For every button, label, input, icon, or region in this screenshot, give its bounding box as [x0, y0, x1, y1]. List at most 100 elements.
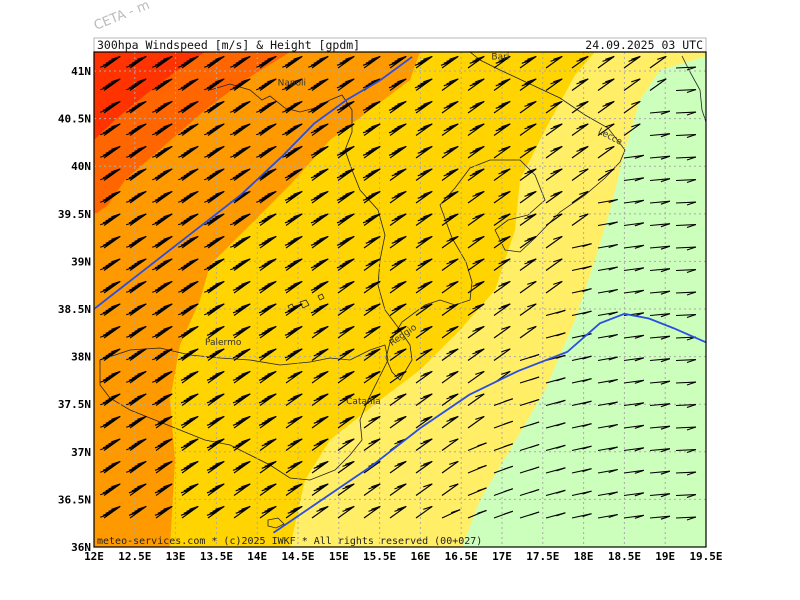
wind-barb	[285, 460, 303, 474]
wind-barb	[337, 438, 355, 451]
wind-barb	[204, 235, 225, 249]
wind-barb	[545, 190, 563, 204]
wind-barb	[415, 213, 433, 226]
wind-barb	[441, 78, 459, 91]
wind-barb	[180, 370, 199, 384]
wind-barb	[467, 325, 485, 339]
wind-barb	[256, 145, 277, 159]
wind-barb	[284, 190, 303, 204]
wind-barb	[441, 123, 459, 136]
wind-barb	[597, 446, 618, 452]
wind-barb	[493, 123, 511, 136]
wind-barb	[545, 145, 563, 159]
height-contour-line	[272, 312, 706, 534]
wind-barb	[467, 415, 485, 429]
wind-barb	[230, 258, 251, 271]
wind-barb	[623, 424, 644, 429]
wind-barb	[519, 235, 537, 249]
zone-very-high	[94, 52, 205, 140]
wind-barb	[310, 123, 329, 136]
wind-barb	[623, 177, 644, 182]
x-tick-label: 16E	[410, 550, 430, 563]
wind-barb	[571, 355, 592, 362]
wind-barb	[675, 426, 697, 431]
wind-barb	[256, 55, 277, 69]
wind-barb	[389, 168, 407, 181]
wind-barb	[623, 289, 644, 294]
wind-barb	[310, 258, 329, 271]
wind-barb	[415, 393, 433, 406]
wind-barb	[206, 415, 225, 429]
wind-barb	[311, 460, 329, 474]
wind-barb	[441, 258, 459, 271]
wind-barb	[675, 516, 697, 521]
wind-barb	[675, 223, 697, 229]
x-tick-label: 12E	[84, 550, 104, 563]
wind-barb	[467, 168, 485, 181]
wind-barb	[154, 415, 173, 429]
wind-barb	[126, 190, 147, 204]
wind-barb	[441, 438, 459, 451]
wind-barb	[441, 213, 459, 226]
wind-barb	[415, 145, 433, 159]
wind-barb	[100, 235, 121, 249]
wind-barb	[623, 334, 644, 339]
x-tick-label: 14.5E	[281, 550, 314, 563]
wind-barb	[414, 100, 433, 114]
city-label: Napoli	[278, 78, 306, 88]
wind-barb	[389, 393, 407, 406]
wind-barb	[415, 280, 433, 294]
wind-barb	[649, 268, 671, 273]
wind-barb	[230, 213, 251, 226]
wind-barb	[415, 370, 433, 384]
wind-barb	[571, 288, 592, 294]
wind-barb	[180, 460, 199, 474]
height-contour-line	[94, 56, 413, 310]
wind-barb	[336, 145, 355, 159]
wind-barb	[597, 423, 618, 429]
wind-barb	[233, 483, 251, 496]
wind-barb	[415, 438, 433, 451]
wind-barb	[154, 505, 173, 519]
wind-barb	[441, 190, 459, 204]
wind-barb	[545, 377, 566, 384]
wind-barb	[493, 235, 511, 249]
wind-barb	[285, 393, 303, 406]
wind-barb	[675, 246, 697, 251]
albania-greece-coast	[681, 55, 706, 123]
wind-barb	[649, 290, 671, 295]
wind-barb	[493, 145, 511, 159]
wind-barb	[389, 213, 407, 226]
wind-barb	[363, 393, 381, 406]
wind-barb	[310, 145, 329, 159]
wind-barb	[100, 55, 121, 69]
wind-barb	[519, 353, 540, 362]
y-tick-label: 39.5N	[58, 208, 91, 221]
wind-barb	[493, 303, 511, 316]
wind-barb	[519, 488, 540, 497]
wind-barb	[545, 399, 566, 407]
wind-barb	[649, 55, 667, 69]
wind-barb	[100, 415, 121, 429]
wind-barb	[441, 393, 459, 406]
wind-barb	[597, 221, 618, 227]
wind-barb	[493, 420, 513, 429]
wind-barb	[571, 100, 589, 114]
wind-barb	[441, 168, 459, 181]
wind-barb	[649, 223, 671, 228]
wind-barb	[204, 258, 225, 271]
wind-barb	[649, 470, 671, 475]
wind-barb	[152, 100, 173, 114]
wind-barb	[597, 145, 615, 159]
wind-barb	[675, 201, 697, 206]
wind-barb	[675, 133, 697, 139]
wind-barb	[649, 245, 671, 250]
wind-barb	[467, 348, 485, 361]
x-tick-label: 12.5E	[118, 550, 151, 563]
wind-barb	[285, 438, 303, 451]
wind-barb	[493, 510, 513, 519]
wind-barb	[519, 511, 540, 519]
wind-barb	[493, 78, 511, 91]
wind-barb	[180, 505, 199, 519]
